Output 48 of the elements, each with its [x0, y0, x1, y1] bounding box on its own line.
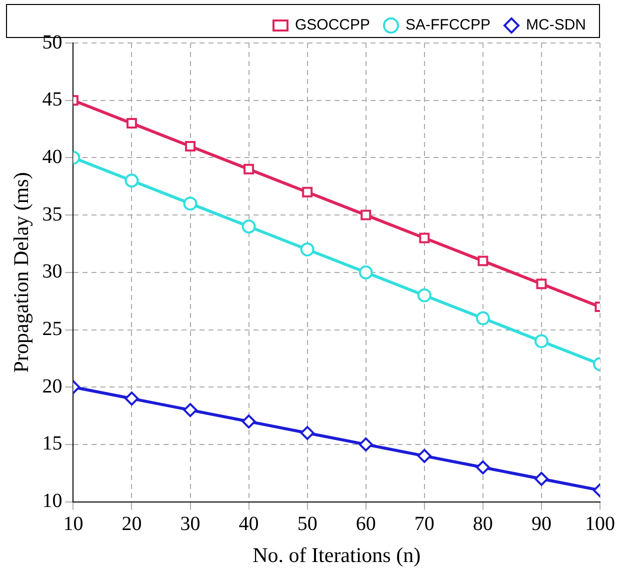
y-tick-label: 15	[42, 432, 62, 455]
point	[242, 414, 256, 429]
x-tick-label: 70	[414, 513, 434, 536]
y-tick-label: 45	[42, 88, 62, 111]
point	[126, 118, 137, 129]
x-tick-label: 50	[297, 513, 318, 536]
point	[302, 186, 313, 198]
point	[124, 174, 139, 188]
y-tick-label: 40	[42, 146, 62, 168]
x-tick-label: 60	[356, 513, 376, 536]
point	[478, 256, 488, 266]
point	[244, 164, 254, 174]
legend-label: MC-SDN	[526, 16, 586, 34]
x-tick-label: 100	[585, 513, 615, 536]
x-tick-label: 40	[238, 513, 259, 536]
y-tick-label: 30	[42, 260, 62, 283]
point	[358, 437, 373, 452]
point	[360, 210, 372, 220]
y-tick-label: 10	[42, 490, 62, 512]
legend-label: SA-FFCCPP	[406, 16, 491, 34]
y-tick-label: 50	[42, 31, 62, 54]
point	[185, 140, 196, 152]
point	[536, 278, 547, 290]
x-tick-label: 80	[472, 513, 493, 536]
y-tick-label: 35	[42, 203, 62, 226]
y-tick-label: 20	[42, 375, 62, 398]
y-tick-label: 25	[42, 318, 62, 340]
x-tick-label: 90	[531, 513, 552, 536]
point	[534, 334, 548, 348]
point	[183, 196, 198, 211]
point	[476, 311, 490, 326]
point	[476, 460, 490, 474]
x-axis-title: No. of Iterations (n)	[252, 542, 421, 567]
x-tick-label: 20	[122, 513, 142, 536]
legend-label: GSOCCPP	[294, 16, 370, 34]
point	[417, 448, 432, 463]
point	[417, 288, 432, 302]
x-tick-label: 30	[180, 513, 200, 536]
point	[358, 265, 373, 280]
y-axis-title: Propagation Delay (ms)	[9, 172, 34, 373]
point	[300, 242, 314, 256]
point	[183, 403, 198, 418]
point	[419, 232, 430, 244]
point	[300, 426, 314, 440]
point	[534, 472, 548, 486]
point	[124, 392, 139, 406]
x-tick-label: 10	[63, 513, 84, 536]
point	[242, 220, 256, 234]
